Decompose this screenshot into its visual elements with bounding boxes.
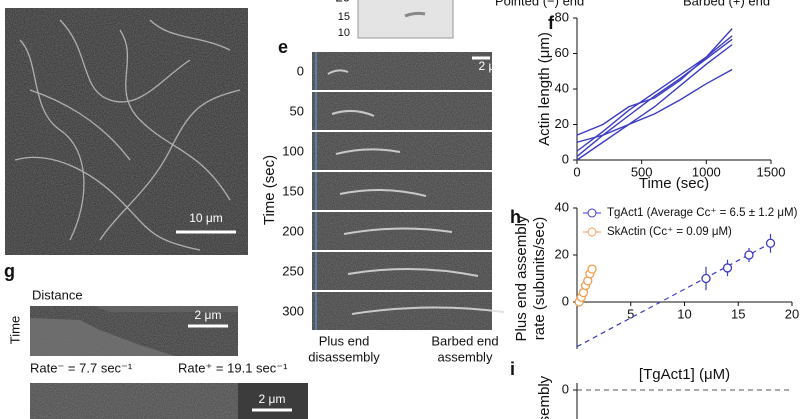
line <box>576 68 733 143</box>
x-axis-title: Time (sec) <box>639 175 709 192</box>
point <box>701 273 711 284</box>
y-tick-label: 0 <box>562 381 569 396</box>
axis-title: Time (sec) <box>261 155 278 225</box>
kymograph <box>30 306 308 419</box>
micrograph: 10 μm <box>5 8 248 255</box>
time-label: 100 <box>282 143 304 158</box>
time-label: 0 <box>297 63 304 78</box>
frame-noise <box>312 212 492 250</box>
legend-label: SkActin (Cc⁺ = 0.09 μM) <box>607 226 732 238</box>
y-tick-label: 0 <box>562 151 569 166</box>
y-tick-label: 40 <box>555 80 569 95</box>
x-tick-label: 10 <box>677 306 691 321</box>
panel-label: e <box>278 37 288 57</box>
gel: 20 15 10 <box>336 0 454 39</box>
filament <box>351 306 505 315</box>
fit-line <box>576 242 771 348</box>
x-tick-label: 1000 <box>692 164 721 179</box>
line <box>576 35 733 152</box>
x-tick-label: 15 <box>731 306 745 321</box>
gel-tick: 10 <box>338 27 350 39</box>
frame-noise <box>312 132 492 170</box>
legend-label: TgAct1 (Average Cc⁺ = 6.5 ± 1.2 μM) <box>607 207 798 219</box>
rate-label: Rate⁻ = 7.7 sec⁻¹ <box>30 360 133 375</box>
time-label: 50 <box>290 103 304 118</box>
y-axis-title: rate (subunits/sec) <box>531 217 548 340</box>
y-tick-label: -5 <box>557 416 569 419</box>
gel-tick: 20 <box>336 0 350 4</box>
panel-label: g <box>4 261 15 281</box>
time-label: 250 <box>282 263 304 278</box>
x-tick-label: 500 <box>631 164 653 179</box>
y-tick-label: 60 <box>555 45 569 60</box>
x-axis-title: [TgAct1] (μM) <box>639 366 730 383</box>
rate-label: Rate⁺ = 19.1 sec⁻¹ <box>178 360 288 375</box>
legend-marker <box>587 208 597 218</box>
filament <box>335 148 401 155</box>
point <box>765 238 776 248</box>
caption: disassembly <box>308 349 380 364</box>
time-label: 300 <box>282 303 304 318</box>
filament <box>347 267 479 277</box>
caption: Barbed end <box>431 333 498 348</box>
x-tick-label: 1500 <box>757 164 786 179</box>
y-axis-title: Plus end assembly <box>513 215 530 341</box>
y-tick-label: 20 <box>555 246 569 261</box>
line <box>576 44 733 161</box>
time-lapse: 0 50 100 150 200 250 300 <box>282 52 505 330</box>
point <box>587 264 597 274</box>
legend-marker <box>587 227 597 237</box>
filament <box>343 227 453 235</box>
scale-bar-label: 2 μm <box>259 392 286 406</box>
y-tick-label: 20 <box>555 116 569 131</box>
caption: assembly <box>438 349 493 364</box>
y-axis-title: Actin length (μm) <box>536 32 553 146</box>
y-tick-label: 80 <box>555 9 569 24</box>
point <box>722 263 733 273</box>
header: Pointed (−) end <box>495 0 584 8</box>
panel-label: h <box>510 207 521 227</box>
header: Barbed (+) end <box>683 0 770 8</box>
x-tick-label: 20 <box>785 306 799 321</box>
y-axis-title: assembly <box>536 375 553 419</box>
axis-title: Distance <box>32 287 83 302</box>
time-label: 150 <box>282 183 304 198</box>
scale-bar-label: 10 μm <box>189 211 223 225</box>
frame-noise <box>312 92 492 130</box>
frame-noise <box>312 292 492 330</box>
scale-bar-label: 2 μm <box>195 308 222 322</box>
frame-noise <box>312 252 492 290</box>
y-tick-label: 40 <box>555 199 569 214</box>
filament <box>339 189 427 197</box>
gel-tick: 15 <box>338 11 350 23</box>
x-tick-label: 0 <box>573 164 580 179</box>
caption: Plus end <box>319 333 370 348</box>
panel-label: f <box>548 13 555 33</box>
axis-title: Time <box>7 316 22 344</box>
time-label: 200 <box>282 223 304 238</box>
x-tick-label: 5 <box>627 306 634 321</box>
y-tick-label: 0 <box>562 293 569 308</box>
filament <box>331 110 375 117</box>
scale-bar-label: 2 μm <box>479 59 506 73</box>
filament <box>327 69 349 75</box>
panel-label: i <box>510 359 515 379</box>
point <box>744 250 754 260</box>
